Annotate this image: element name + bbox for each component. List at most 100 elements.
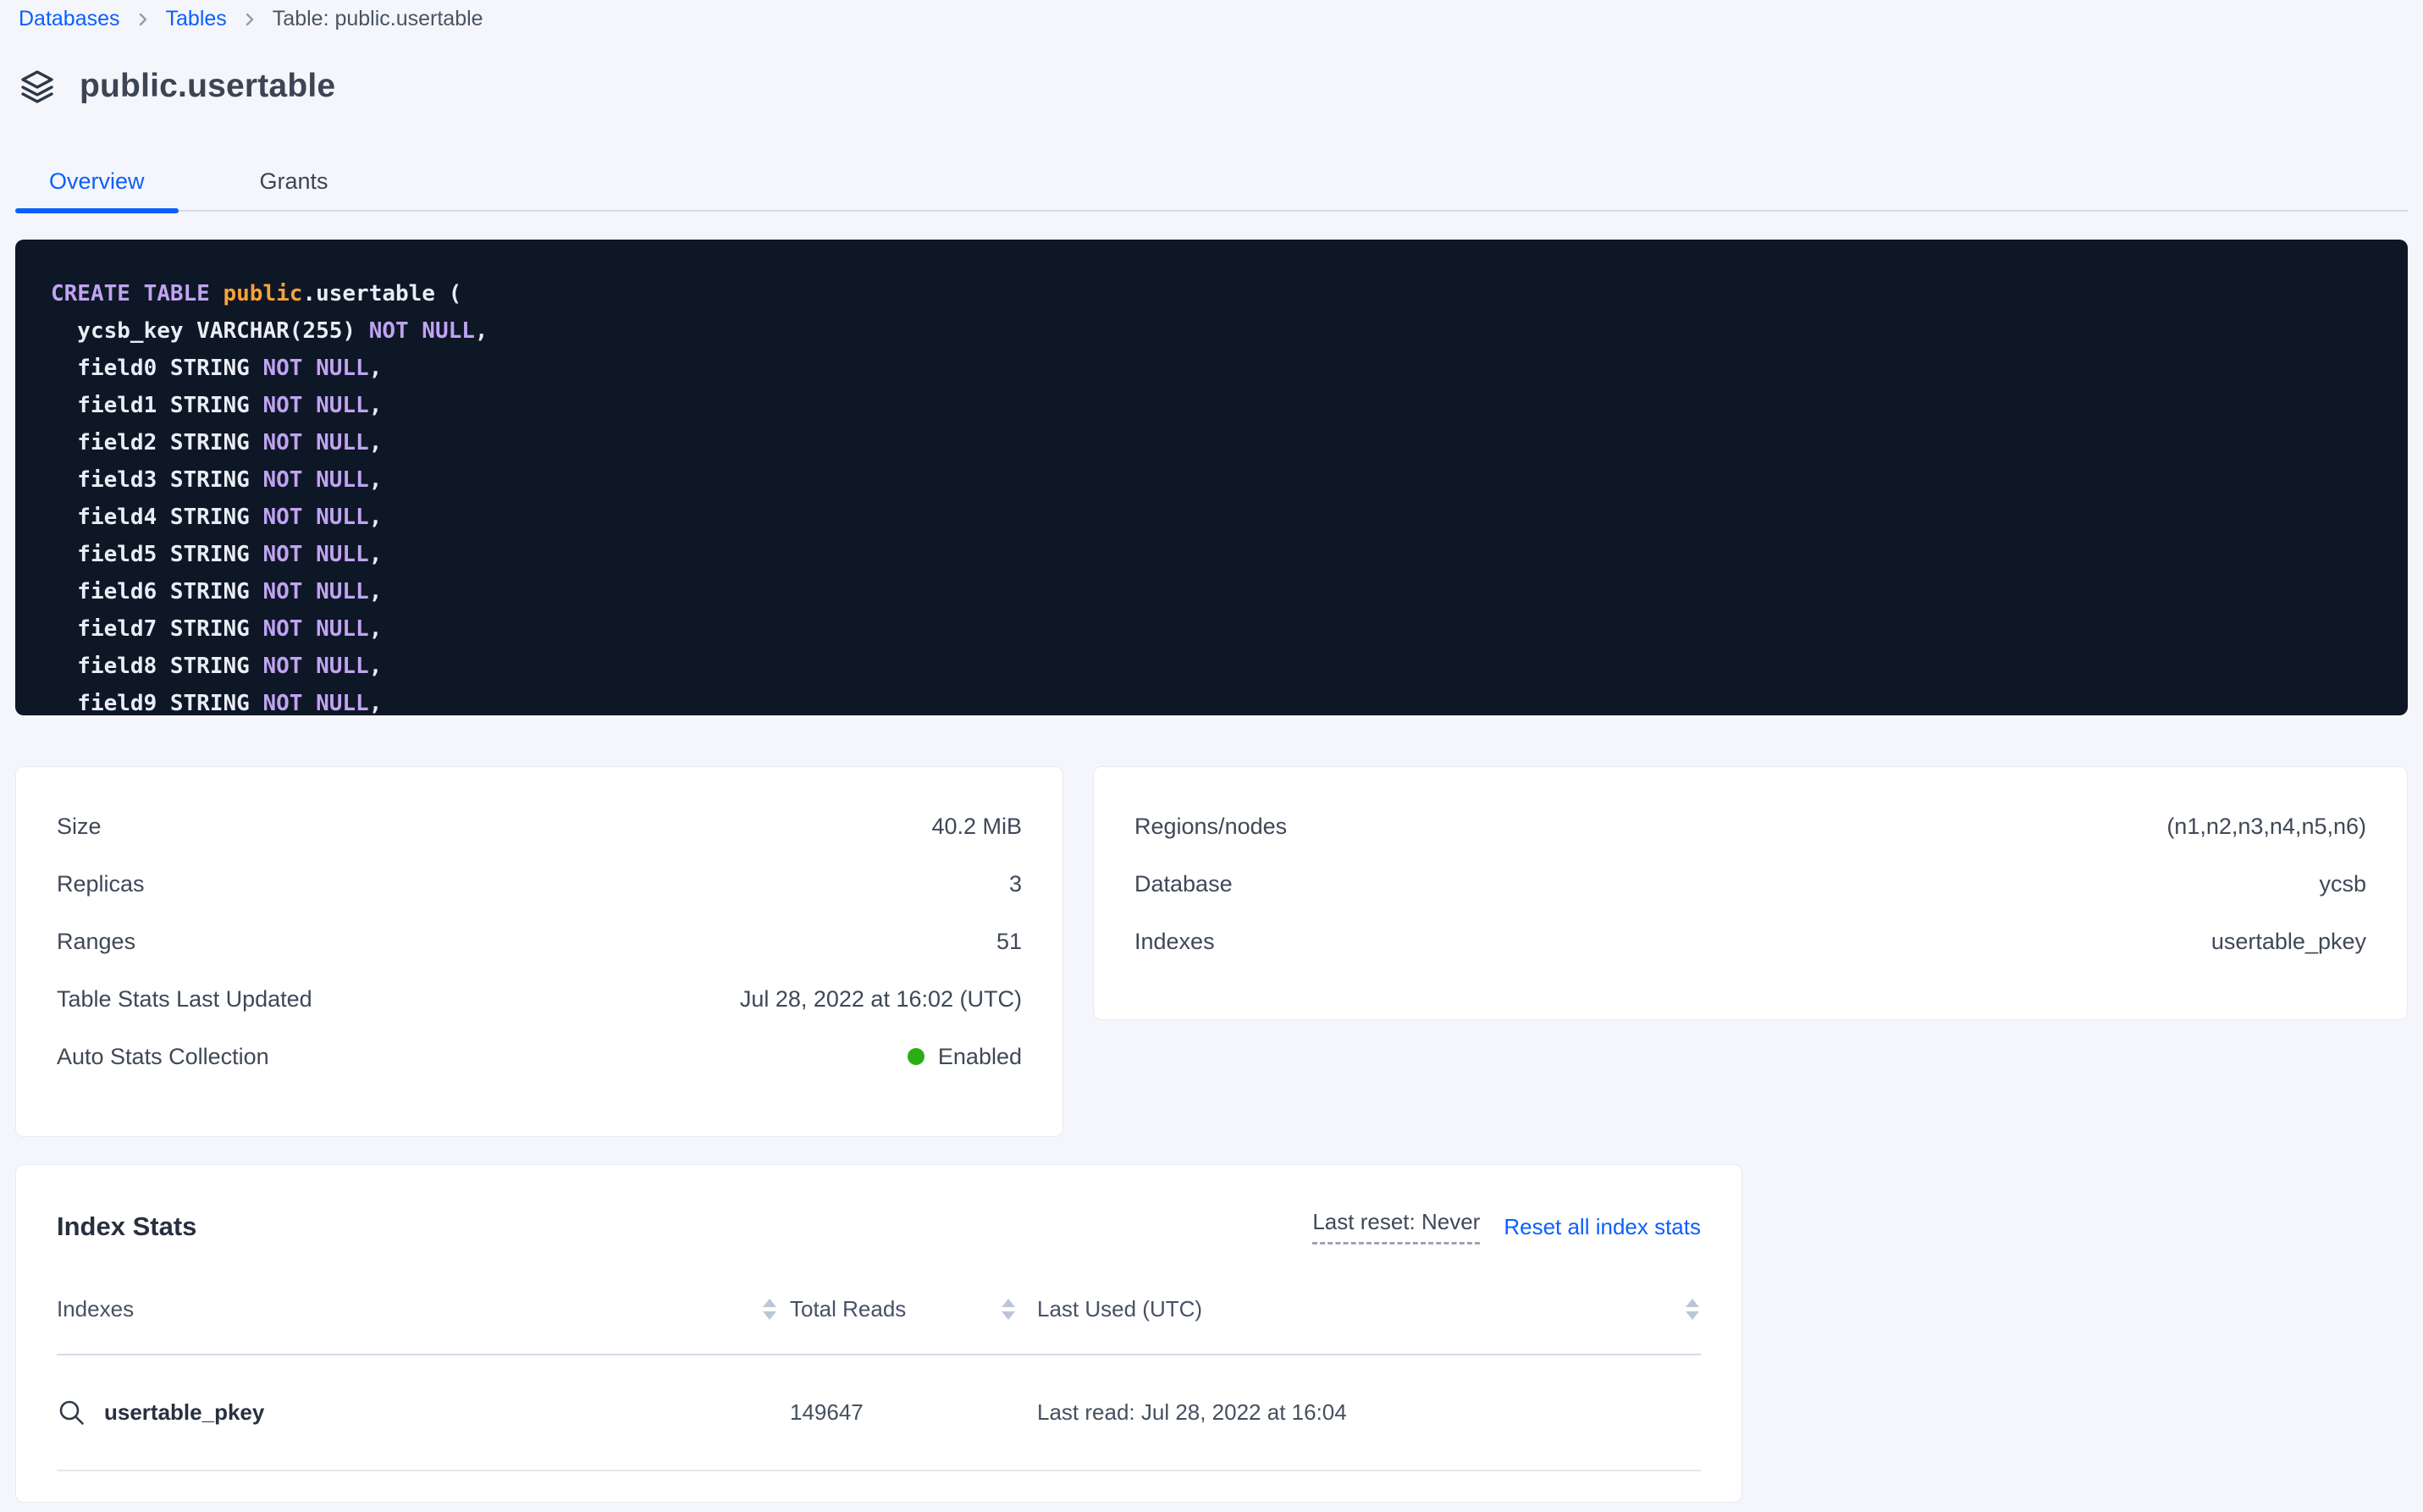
- sql-keyword: NOT NULL: [262, 616, 369, 642]
- sql-text: field2 STRING: [51, 430, 263, 455]
- stat-label: Indexes: [1134, 928, 1215, 954]
- sql-text: field8 STRING: [51, 654, 263, 679]
- stat-value: 51: [996, 928, 1022, 954]
- index-name-link[interactable]: usertable_pkey: [104, 1399, 265, 1425]
- sql-line: ycsb_key VARCHAR(255) NOT NULL,: [51, 312, 2382, 350]
- sql-text: field3 STRING: [51, 467, 263, 493]
- sort-arrows-icon[interactable]: [1686, 1299, 1699, 1320]
- sql-keyword: NOT NULL: [262, 542, 369, 567]
- sql-keyword: NOT NULL: [262, 356, 369, 381]
- sql-keyword: NOT NULL: [262, 654, 369, 679]
- stat-value: Jul 28, 2022 at 16:02 (UTC): [739, 985, 1022, 1012]
- stat-value: 40.2 MiB: [931, 813, 1022, 839]
- breadcrumb-link-tables[interactable]: Tables: [165, 7, 227, 30]
- sql-text: ,: [368, 393, 383, 418]
- magnifier-icon: [57, 1398, 87, 1428]
- sql-text: ,: [368, 467, 383, 493]
- status-dot-icon: [907, 1048, 924, 1065]
- sql-schema: public: [223, 281, 303, 306]
- breadcrumb-current: Table: public.usertable: [272, 7, 483, 30]
- sql-text: field0 STRING: [51, 356, 263, 381]
- stat-label: Auto Stats Collection: [57, 1043, 269, 1069]
- stat-value: 3: [1008, 870, 1022, 897]
- stat-value: ycsb: [2319, 870, 2366, 897]
- sql-text: ,: [368, 542, 383, 567]
- sql-keyword: NOT NULL: [262, 691, 369, 715]
- stat-row-stats-updated: Table Stats Last Updated Jul 28, 2022 at…: [16, 970, 1062, 1028]
- chevron-right-icon: [134, 10, 152, 29]
- sql-line: field0 STRING NOT NULL,: [51, 350, 2382, 387]
- table-details-card: Size 40.2 MiB Replicas 3 Ranges 51 Table…: [15, 766, 1063, 1137]
- sql-line: field8 STRING NOT NULL,: [51, 648, 2382, 685]
- sql-text: ,: [368, 616, 383, 642]
- sql-text: field1 STRING: [51, 393, 263, 418]
- stat-label: Database: [1134, 870, 1233, 897]
- sql-line: field9 STRING NOT NULL,: [51, 685, 2382, 715]
- tab-bar: Overview Grants: [15, 151, 2408, 213]
- index-stats-card: Index Stats Last reset: Never Reset all …: [15, 1164, 1742, 1503]
- sql-keyword: CREATE TABLE: [51, 281, 224, 306]
- tab-grants[interactable]: Grants: [259, 168, 328, 194]
- sql-keyword: NOT NULL: [262, 393, 369, 418]
- sql-text: ,: [474, 318, 488, 344]
- stat-value: (n1,n2,n3,n4,n5,n6): [2166, 813, 2366, 839]
- stat-row-auto-stats: Auto Stats Collection Enabled: [16, 1028, 1062, 1085]
- sql-line: field3 STRING NOT NULL,: [51, 461, 2382, 499]
- stat-label: Ranges: [57, 928, 136, 954]
- page-title: public.usertable: [80, 68, 336, 104]
- index-stats-header: Index Stats Last reset: Never Reset all …: [57, 1207, 1701, 1246]
- sql-text: ,: [368, 691, 383, 715]
- last-used-value: Last read: Jul 28, 2022 at 16:04: [1037, 1399, 1347, 1425]
- sql-text: field7 STRING: [51, 616, 263, 642]
- column-header-total-reads[interactable]: Total Reads: [790, 1296, 907, 1322]
- sql-line: field2 STRING NOT NULL,: [51, 424, 2382, 461]
- total-reads-value: 149647: [790, 1399, 864, 1425]
- sql-text: field5 STRING: [51, 542, 263, 567]
- sql-text: field9 STRING: [51, 691, 263, 715]
- stat-label: Regions/nodes: [1134, 813, 1288, 839]
- index-table-row: usertable_pkey 149647 Last read: Jul 28,…: [57, 1355, 1701, 1471]
- tab-overview[interactable]: Overview: [15, 151, 179, 213]
- sql-text: field4 STRING: [51, 505, 263, 530]
- column-header-last-used[interactable]: Last Used (UTC): [1037, 1296, 1203, 1322]
- status-badge: Enabled: [907, 1043, 1022, 1070]
- sql-keyword: NOT NULL: [262, 467, 369, 493]
- sql-line: CREATE TABLE public.usertable (: [51, 275, 2382, 312]
- last-reset-label[interactable]: Last reset: Never: [1312, 1209, 1481, 1244]
- sql-keyword: NOT NULL: [262, 430, 369, 455]
- sql-line: field6 STRING NOT NULL,: [51, 573, 2382, 610]
- sql-text: .usertable (: [302, 281, 462, 306]
- sql-text: ,: [368, 430, 383, 455]
- stat-label: Size: [57, 813, 102, 839]
- sql-line: field7 STRING NOT NULL,: [51, 610, 2382, 648]
- sort-arrows-icon[interactable]: [763, 1299, 776, 1320]
- stat-row-database: Database ycsb: [1094, 855, 2407, 913]
- sql-text: ycsb_key VARCHAR(255): [51, 318, 369, 344]
- sql-line: field1 STRING NOT NULL,: [51, 387, 2382, 424]
- sql-text: field6 STRING: [51, 579, 263, 604]
- stat-row-ranges: Ranges 51: [16, 913, 1062, 970]
- chevron-right-icon: [240, 10, 259, 29]
- status-text: Enabled: [937, 1043, 1022, 1069]
- stat-row-regions: Regions/nodes (n1,n2,n3,n4,n5,n6): [1094, 797, 2407, 855]
- table-stack-icon: [17, 66, 58, 107]
- index-stats-title: Index Stats: [57, 1211, 197, 1241]
- stat-row-size: Size 40.2 MiB: [16, 797, 1062, 855]
- sort-arrows-icon[interactable]: [1002, 1299, 1015, 1320]
- sql-keyword: NOT NULL: [368, 318, 475, 344]
- stat-label: Replicas: [57, 870, 145, 897]
- create-table-statement: CREATE TABLE public.usertable ( ycsb_key…: [15, 240, 2408, 715]
- sql-text: ,: [368, 579, 383, 604]
- page-header: public.usertable: [17, 66, 335, 107]
- index-table-header: Indexes Total Reads Last Used (UTC): [57, 1265, 1701, 1355]
- sql-text: ,: [368, 654, 383, 679]
- stat-label: Table Stats Last Updated: [57, 985, 312, 1012]
- stat-value: usertable_pkey: [2211, 928, 2366, 954]
- breadcrumb-link-databases[interactable]: Databases: [19, 7, 120, 30]
- stat-row-indexes: Indexes usertable_pkey: [1094, 913, 2407, 970]
- reset-index-stats-link[interactable]: Reset all index stats: [1504, 1213, 1701, 1239]
- sql-keyword: NOT NULL: [262, 579, 369, 604]
- breadcrumb: Databases Tables Table: public.usertable: [19, 7, 483, 31]
- column-header-indexes[interactable]: Indexes: [57, 1296, 135, 1322]
- sql-text: ,: [368, 505, 383, 530]
